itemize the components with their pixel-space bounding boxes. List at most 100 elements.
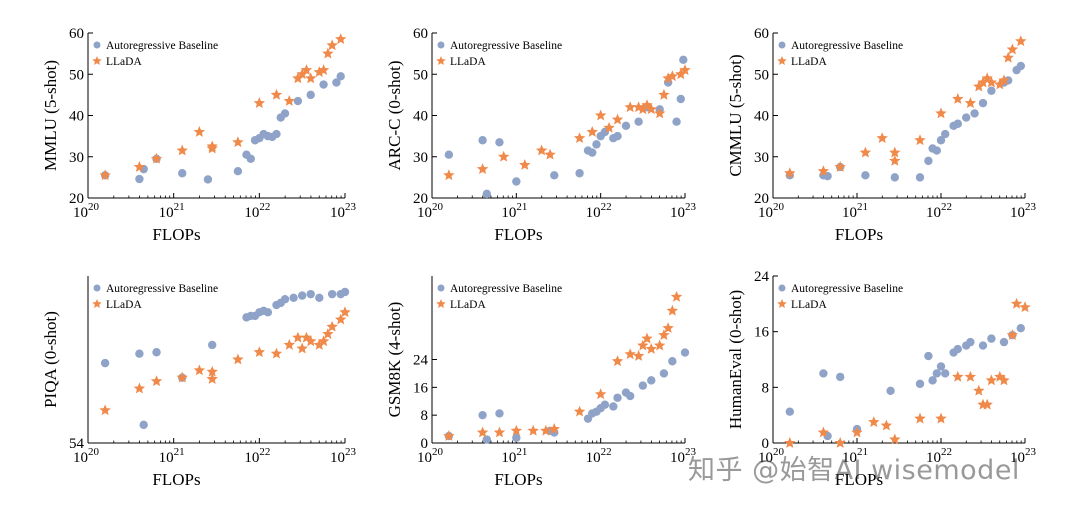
point-llada	[270, 347, 283, 359]
point-llada	[573, 132, 586, 144]
point-autoregressive	[999, 337, 1009, 347]
point-llada	[150, 375, 163, 387]
point-llada	[322, 328, 334, 339]
point-autoregressive	[962, 113, 971, 122]
point-llada	[573, 405, 586, 417]
legend-label-ar: Autoregressive Baseline	[106, 40, 218, 52]
y-tick-label: 24	[754, 269, 770, 285]
point-llada	[662, 322, 674, 334]
point-autoregressive	[915, 379, 925, 389]
point-llada	[603, 121, 615, 133]
point-llada	[594, 109, 607, 121]
point-autoregressive	[203, 175, 213, 184]
point-autoregressive	[659, 369, 669, 378]
y-axis-label: GSM8K (4-shot)	[385, 302, 404, 418]
point-autoregressive	[987, 86, 996, 95]
point-llada	[317, 335, 330, 347]
y-axis-label: PIQA (0-shot)	[41, 311, 60, 408]
point-llada	[868, 416, 880, 427]
x-tick-label: 1022	[244, 201, 270, 221]
point-autoregressive	[978, 341, 988, 350]
y-tick-label: 0	[762, 436, 770, 452]
point-llada	[510, 424, 523, 436]
point-llada	[594, 388, 607, 400]
point-autoregressive	[289, 293, 298, 302]
point-autoregressive	[928, 376, 937, 385]
point-llada	[305, 335, 317, 347]
point-autoregressive	[680, 348, 690, 357]
point-autoregressive	[246, 154, 255, 164]
point-llada	[914, 412, 926, 424]
point-llada	[964, 97, 977, 108]
point-autoregressive	[280, 109, 290, 118]
point-autoregressive	[575, 169, 584, 178]
point-autoregressive	[886, 386, 895, 396]
legend: Autoregressive Baseline LLaDA	[777, 283, 903, 311]
legend-marker-ar	[93, 284, 101, 292]
legend: Autoregressive Baseline LLaDA	[777, 40, 903, 68]
point-autoregressive	[647, 376, 656, 385]
point-autoregressive	[978, 98, 988, 108]
y-axis-label: MMLU (5-shot)	[41, 60, 60, 171]
point-llada	[253, 97, 266, 108]
point-autoregressive	[1016, 61, 1025, 71]
x-tick-label: 1022	[926, 201, 952, 221]
point-llada	[292, 331, 304, 343]
y-tick-label: 40	[69, 109, 84, 125]
point-llada	[834, 437, 846, 448]
y-tick-label: 60	[754, 26, 769, 42]
point-llada	[994, 78, 1006, 90]
x-tick-label: 1023	[1010, 201, 1037, 221]
y-tick-label: 8	[762, 380, 770, 396]
point-autoregressive	[332, 78, 341, 87]
point-llada	[998, 374, 1010, 386]
x-axis-label: FLOPs	[152, 470, 200, 489]
y-tick-label: 30	[754, 150, 769, 166]
y-tick-label: 40	[413, 109, 428, 125]
point-autoregressive	[340, 287, 350, 297]
point-llada	[313, 338, 326, 350]
x-axis-label: FLOPs	[494, 470, 542, 489]
y-tick-label: 40	[754, 109, 769, 125]
point-llada	[653, 107, 666, 119]
x-axis-label: FLOPs	[152, 225, 200, 244]
legend-marker-llada	[92, 299, 102, 309]
point-llada	[296, 342, 308, 354]
point-llada	[637, 103, 649, 115]
point-autoregressive	[836, 372, 845, 382]
point-llada	[206, 373, 218, 384]
y-axis-label: ARC-C (0-shot)	[385, 60, 404, 170]
point-autoregressive	[634, 117, 643, 126]
point-llada	[658, 329, 670, 340]
y-tick-label: 8	[421, 408, 429, 424]
point-autoregressive	[676, 94, 685, 104]
point-llada	[624, 101, 636, 113]
legend-label-ar: Autoregressive Baseline	[791, 283, 903, 295]
y-tick-label: 24	[413, 353, 429, 369]
x-tick-label: 1022	[244, 446, 270, 466]
point-llada	[232, 136, 244, 148]
x-tick-label: 1021	[501, 446, 527, 466]
legend-label-llada: LLaDA	[106, 56, 142, 68]
y-tick-label: 16	[413, 380, 429, 396]
y-tick-label: 20	[754, 191, 769, 207]
point-llada	[1010, 297, 1023, 309]
x-tick-label: 1021	[159, 446, 185, 466]
legend-label-ar: Autoregressive Baseline	[106, 283, 218, 295]
point-llada	[611, 355, 624, 367]
legend-label-ar: Autoregressive Baseline	[791, 40, 903, 52]
point-llada	[99, 169, 111, 181]
point-autoregressive	[932, 369, 941, 378]
point-llada	[985, 76, 998, 88]
point-llada	[981, 398, 993, 410]
x-tick-label: 1021	[501, 201, 527, 221]
x-tick-label: 1021	[159, 201, 185, 221]
y-tick-label: 50	[754, 67, 769, 83]
point-llada	[519, 159, 531, 170]
point-llada	[176, 144, 188, 156]
x-tick-label: 1023	[670, 201, 697, 221]
point-llada	[317, 64, 330, 75]
